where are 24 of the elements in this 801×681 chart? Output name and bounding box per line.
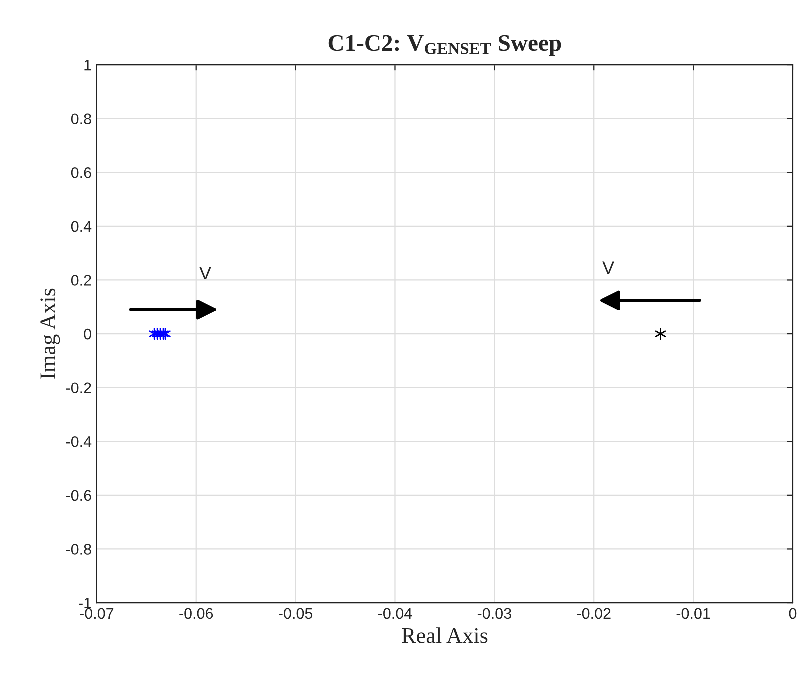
annotation: V	[602, 262, 614, 274]
y-tick-label: -1	[79, 598, 92, 609]
y-tick-label: 1	[84, 60, 92, 71]
annotation: V	[200, 267, 212, 280]
x-tick-label: -0.05	[279, 608, 313, 620]
x-tick-label: -0.01	[676, 608, 710, 620]
x-tick-label: -0.06	[180, 608, 214, 620]
y-tick-label: 0	[84, 328, 92, 340]
y-tick-label: -0.2	[66, 382, 92, 394]
y-tick-label: 0.4	[71, 221, 92, 232]
y-tick-label: 0.6	[71, 168, 92, 178]
y-tick-label: -0.6	[66, 490, 92, 502]
x-tick-label: -0.04	[378, 608, 412, 620]
x-tick-label: -0.03	[478, 608, 512, 620]
y-tick-label: 0.2	[71, 275, 92, 286]
y-axis-title: Imag Axis	[40, 288, 60, 380]
y-tick-label: -0.8	[66, 544, 92, 555]
x-tick-label: -0.07	[80, 608, 114, 620]
x-tick-label: 0	[789, 608, 797, 620]
y-tick-label: 0.8	[71, 114, 92, 125]
chart-title: C1-C2: V$_{GENSET}$ Sweep	[328, 35, 562, 56]
y-tick-label: -0.4	[66, 436, 92, 448]
x-axis-title: Real Axis	[402, 628, 488, 644]
x-tick-label: -0.02	[577, 608, 611, 620]
